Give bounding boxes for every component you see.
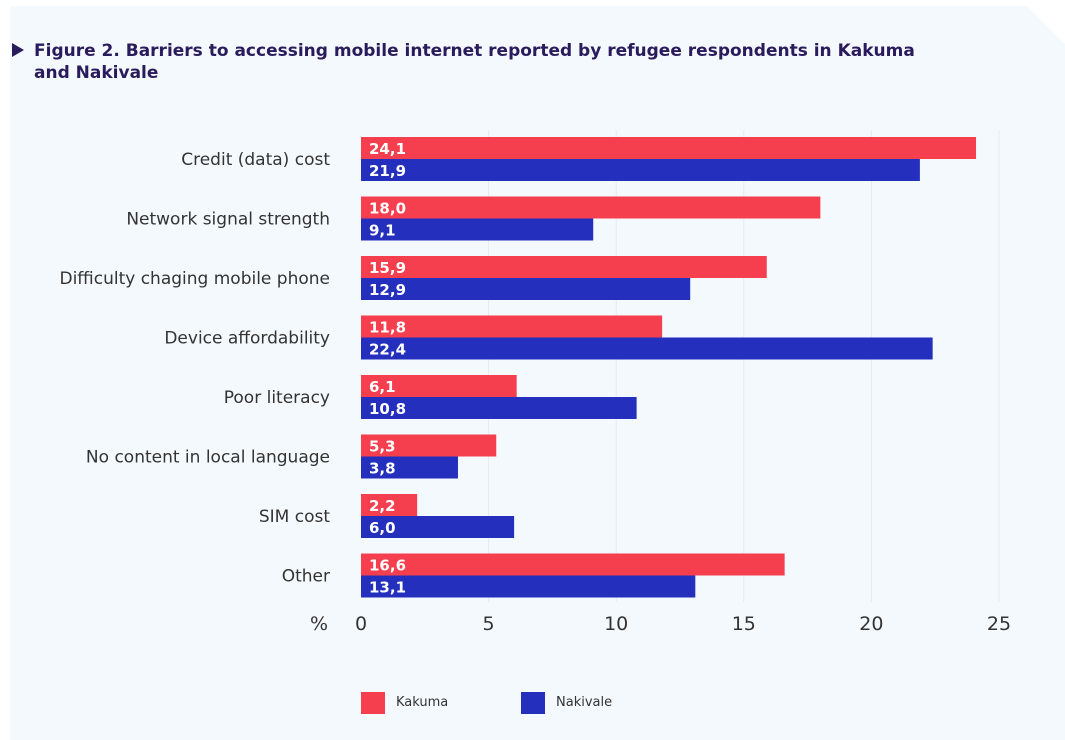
- folded-corner: [1027, 6, 1065, 44]
- data-label: 18,0: [369, 200, 406, 218]
- bar-kakuma: [361, 434, 497, 457]
- chart-title: Figure 2. Barriers to accessing mobile i…: [34, 41, 915, 83]
- bar-nakivale: [361, 159, 920, 181]
- x-tick-label: 20: [859, 613, 883, 635]
- bar-nakivale: [361, 516, 515, 538]
- data-label: 3,8: [369, 460, 396, 478]
- x-axis-unit-label: %: [310, 613, 328, 635]
- data-label: 11,8: [369, 319, 406, 337]
- x-tick-label: 5: [483, 613, 495, 635]
- category-label: SIM cost: [259, 507, 330, 527]
- category-label: Device affordability: [164, 329, 330, 349]
- data-label: 24,1: [369, 140, 406, 158]
- legend-label-kakuma: Kakuma: [396, 695, 449, 710]
- category-label: Poor literacy: [224, 388, 330, 408]
- category-label: Other: [282, 567, 330, 587]
- data-label: 15,9: [369, 259, 406, 277]
- data-label: 22,4: [369, 341, 406, 359]
- data-label: 2,2: [369, 497, 396, 515]
- data-label: 6,1: [369, 378, 396, 396]
- data-label: 21,9: [369, 162, 406, 180]
- x-tick-label: 10: [604, 613, 628, 635]
- x-tick-label: 15: [732, 613, 756, 635]
- category-label: Difficulty chaging mobile phone: [59, 269, 330, 289]
- legend-swatch-kakuma: [361, 692, 385, 714]
- legend-label-nakivale: Nakivale: [556, 695, 613, 710]
- legend-swatch-nakivale: [521, 692, 545, 714]
- data-label: 12,9: [369, 281, 406, 299]
- x-tick-label: 0: [355, 613, 367, 635]
- category-label: Credit (data) cost: [181, 150, 330, 170]
- chart-panel: [10, 6, 1065, 740]
- bar-nakivale: [361, 397, 637, 419]
- bar-nakivale: [361, 456, 458, 479]
- bar-kakuma: [361, 553, 785, 576]
- data-label: 10,8: [369, 400, 406, 418]
- bar-nakivale: [361, 218, 594, 241]
- data-label: 13,1: [369, 579, 406, 597]
- data-label: 5,3: [369, 438, 396, 456]
- bar-nakivale: [361, 337, 933, 360]
- bar-nakivale: [361, 575, 696, 598]
- data-label: 9,1: [369, 222, 396, 240]
- bar-kakuma: [361, 137, 977, 159]
- data-label: 16,6: [369, 557, 406, 575]
- chart-title-block: Figure 2. Barriers to accessing mobile i…: [12, 40, 932, 84]
- data-label: 6,0: [369, 519, 396, 537]
- bar-kakuma: [361, 494, 418, 516]
- bar-kakuma: [361, 256, 767, 278]
- bar-kakuma: [361, 196, 821, 219]
- x-tick-label: 25: [987, 613, 1011, 635]
- category-label: No content in local language: [86, 448, 330, 468]
- bar-kakuma: [361, 315, 663, 338]
- bar-nakivale: [361, 278, 691, 300]
- triangle-bullet-icon: [12, 43, 24, 57]
- category-label: Network signal strength: [126, 210, 330, 230]
- bar-kakuma: [361, 375, 517, 397]
